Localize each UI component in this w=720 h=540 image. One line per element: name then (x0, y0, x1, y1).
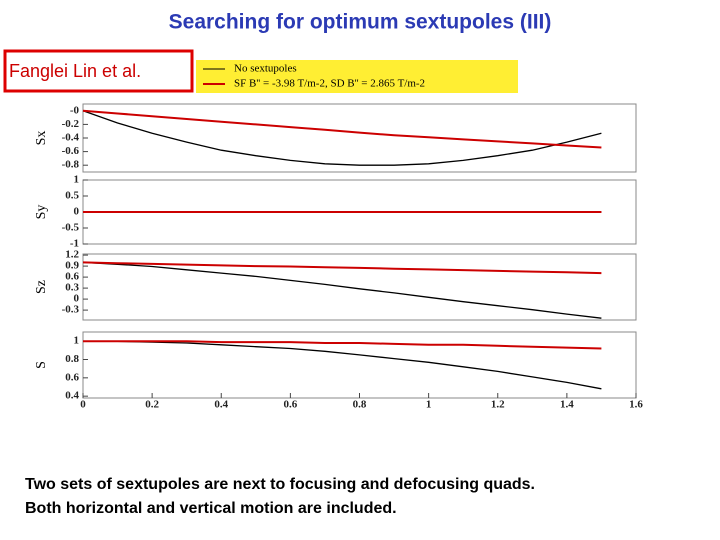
series-line (83, 340, 602, 350)
y-tick-label: 1 (74, 174, 80, 186)
legend-box (196, 60, 518, 93)
y-tick-label: -0.8 (62, 159, 80, 171)
y-axis-label: S (34, 361, 49, 369)
x-tick-label: 1.2 (491, 399, 505, 411)
caption-line: Two sets of sextupoles are next to focus… (25, 476, 535, 493)
series-line (82, 261, 602, 319)
y-tick-label: 0.9 (65, 260, 79, 272)
y-tick-label: 0.6 (65, 271, 79, 283)
series-line (82, 110, 602, 166)
y-axis-label: Sx (34, 131, 49, 146)
y-tick-label: -0.2 (62, 118, 80, 130)
slide-title: Searching for optimum sextupoles (III) (169, 11, 552, 34)
author-box (3, 49, 194, 93)
x-tick-label: 0.2 (145, 399, 159, 411)
plot-frame (82, 253, 637, 321)
y-axis-label: Sy (34, 205, 49, 220)
x-tick-label: 0.4 (214, 399, 228, 411)
y-tick-label: 0 (74, 293, 80, 305)
y-tick-label: -0.4 (62, 132, 80, 144)
y-tick-label: 0.5 (65, 190, 79, 202)
x-tick-label: 1.4 (560, 399, 574, 411)
y-tick-label: -0.5 (62, 222, 80, 234)
legend-label: SF B'' = -3.98 T/m-2, SD B'' = 2.865 T/m… (234, 78, 425, 90)
y-tick-label: 0.8 (65, 353, 79, 365)
caption-line: Both horizontal and vertical motion are … (25, 500, 397, 517)
x-tick-label: 0.8 (353, 399, 367, 411)
x-tick-label: 0.6 (284, 399, 298, 411)
author: Fanglei Lin et al. (9, 61, 141, 81)
x-tick-label: 1.6 (629, 399, 643, 411)
x-tick-label: 1 (426, 399, 432, 411)
y-tick-label: -0.6 (62, 145, 80, 157)
y-tick-label: -1 (70, 238, 79, 250)
y-tick-label: -0.3 (62, 304, 80, 316)
y-tick-label: 0.3 (65, 282, 79, 294)
series-line (82, 261, 602, 275)
legend-label: No sextupoles (234, 63, 297, 75)
y-tick-label: 0 (74, 206, 80, 218)
series-line (82, 340, 602, 390)
y-tick-label: 1 (74, 335, 80, 347)
x-tick-label: 0 (80, 399, 86, 411)
y-tick-label: 0.4 (65, 390, 79, 402)
y-tick-label: 0.6 (65, 371, 79, 383)
plot-frame (82, 103, 637, 173)
y-axis-label: Sz (34, 280, 49, 294)
series-line (82, 109, 602, 149)
y-tick-label: -0 (70, 104, 80, 116)
y-tick-label: 1.2 (65, 249, 79, 261)
